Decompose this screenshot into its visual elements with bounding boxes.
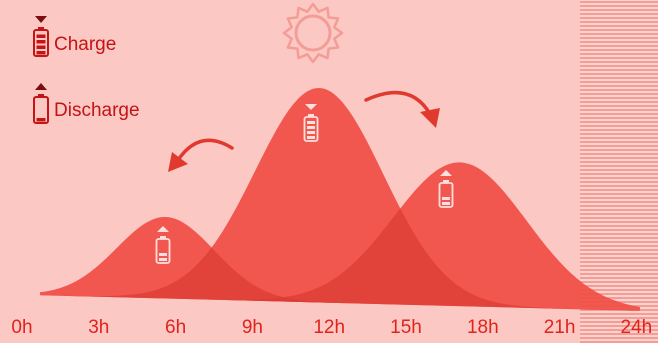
x-tick-21h: 21h [544,317,576,338]
curve-charge-12h [40,88,640,311]
battery-cell [36,34,46,38]
arrow-up-icon [157,226,169,232]
x-tick-12h: 12h [313,317,345,338]
x-tick-3h: 3h [88,317,109,338]
battery-charge-arrow-down-icon [33,16,49,57]
sun-rays [282,2,344,64]
battery-body [33,96,49,124]
battery-cell [159,253,167,256]
arrow-up-icon [35,83,47,90]
x-tick-9h: 9h [242,317,263,338]
battery-discharge-6h-icon [155,226,171,264]
legend-discharge-label: Discharge [54,100,140,121]
battery-body [438,182,454,208]
arrows [168,90,440,172]
battery-cell [307,131,315,134]
battery-body [155,238,171,264]
battery-discharge-arrow-up-icon [33,83,49,124]
legend-icons [33,16,49,124]
night-hatch-pattern [580,0,658,343]
arrow-down-icon [305,104,317,110]
arrow-down-icon [35,16,47,23]
battery-charge-12h-icon [303,104,319,142]
battery-cell [307,126,315,129]
curves [40,88,640,311]
battery-cell [442,197,450,200]
arrow-right-head [420,108,440,128]
battery-cap [160,236,166,239]
battery-cap [38,27,44,30]
arrow-left-head [168,152,188,172]
battery-cell [159,258,167,261]
battery-cap [38,94,44,97]
arrow-left [176,138,234,162]
x-tick-24h: 24h [621,317,653,338]
battery-cell [36,45,46,49]
arrow-up-icon [440,170,452,176]
battery-body [303,116,319,142]
battery-cell [307,136,315,139]
battery-icons [155,104,454,264]
curve-discharge-17.5h [40,162,640,311]
x-tick-6h: 6h [165,317,186,338]
battery-cap [308,114,314,117]
x-tick-15h: 15h [390,317,422,338]
battery-cell [36,40,46,44]
x-tick-18h: 18h [467,317,499,338]
battery-cell [36,51,46,55]
battery-cell [36,118,46,122]
x-axis-ticks: 0h 3h 6h 9h 12h 15h 18h 21h 24h [11,317,652,338]
battery-cell [307,121,315,124]
battery-cell [442,202,450,205]
legend-charge-label: Charge [54,34,117,55]
arrow-right [364,90,432,116]
battery-cap [443,180,449,183]
x-tick-0h: 0h [11,317,32,338]
battery-discharge-18h-icon [438,170,454,208]
sun-disc [294,14,332,52]
sun-icon [282,2,344,64]
battery-body [33,29,49,57]
